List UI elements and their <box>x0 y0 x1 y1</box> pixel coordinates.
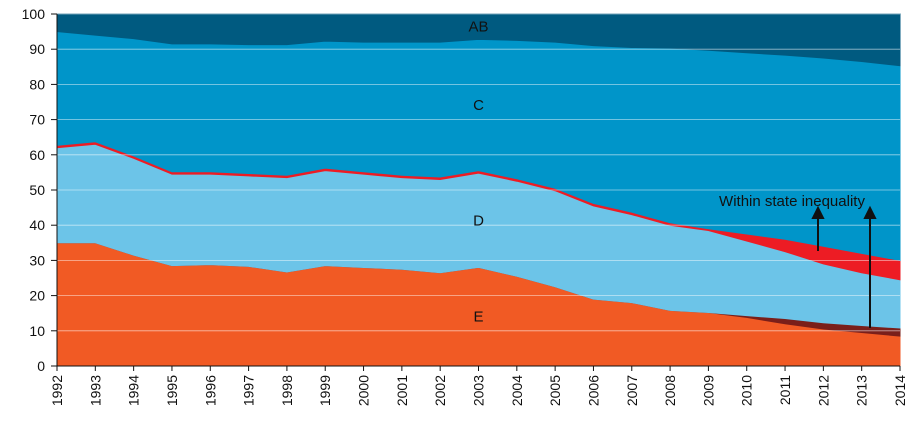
series-label: E <box>473 309 483 326</box>
x-tick-label: 2013 <box>854 375 870 406</box>
y-tick-label: 70 <box>29 112 45 128</box>
x-tick-label: 1999 <box>317 375 333 406</box>
y-tick-label: 20 <box>29 288 45 304</box>
x-tick-label: 1997 <box>241 375 257 406</box>
arrowhead <box>863 205 877 219</box>
y-tick-label: 80 <box>29 76 45 92</box>
x-tick-label: 2011 <box>777 375 793 405</box>
x-tick-label: 2003 <box>471 375 487 406</box>
arrowhead <box>811 205 825 219</box>
arrows <box>811 205 877 328</box>
x-tick-label: 2001 <box>394 375 410 406</box>
x-tick-label: 2000 <box>356 375 372 406</box>
series-label: C <box>473 97 484 114</box>
x-tick-label: 1992 <box>49 375 65 406</box>
y-tick-label: 30 <box>29 252 45 268</box>
y-tick-label: 40 <box>29 217 45 233</box>
y-tick-label: 10 <box>29 323 45 339</box>
y-tick-label: 0 <box>37 358 45 374</box>
y-tick-label: 60 <box>29 147 45 163</box>
series-label: D <box>473 212 484 229</box>
y-tick-label: 100 <box>22 6 46 22</box>
x-tick-label: 1998 <box>279 375 295 406</box>
y-tick-label: 90 <box>29 41 45 57</box>
x-tick-label: 2010 <box>739 375 755 406</box>
y-tick-label: 50 <box>29 182 45 198</box>
x-tick-label: 1994 <box>126 375 142 406</box>
x-tick-label: 2009 <box>700 375 716 406</box>
x-tick-label: 2014 <box>892 375 907 406</box>
x-tick-label: 2002 <box>432 375 448 406</box>
x-tick-label: 2004 <box>509 375 525 406</box>
annotation: Within state inequality <box>719 193 865 210</box>
x-tick-label: 1996 <box>202 375 218 406</box>
x-tick-label: 1993 <box>87 375 103 406</box>
x-tick-label: 2008 <box>662 375 678 406</box>
series-label: AB <box>468 19 488 36</box>
labels: E D C AB <box>468 19 488 326</box>
x-tick-label: 2012 <box>815 375 831 406</box>
x-tick-label: 1995 <box>164 375 180 406</box>
x-tick-label: 2006 <box>585 375 601 406</box>
x-tick-label: 2005 <box>547 375 563 406</box>
x-tick-label: 2007 <box>624 375 640 406</box>
grid: 0 10 20 30 40 50 60 70 80 90 100 1992 1993 1994 1995 19… <box>22 6 907 406</box>
